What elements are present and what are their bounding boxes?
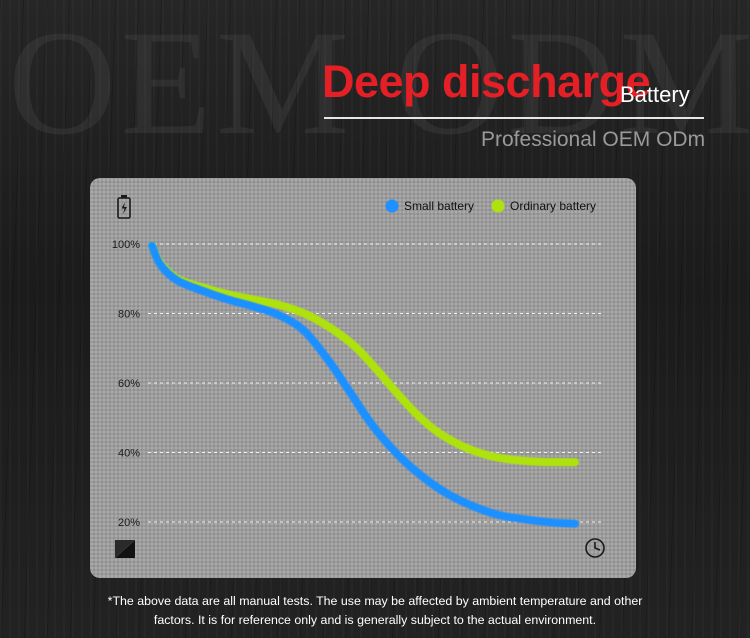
y-tick-label: 20%	[118, 517, 140, 529]
chart-gridlines	[148, 243, 604, 523]
y-axis-ticks: 100% 80% 60% 40% 20%	[112, 239, 140, 529]
disclaimer-line-1: *The above data are all manual tests. Th…	[107, 594, 643, 608]
legend-marker-ordinary-battery	[491, 199, 505, 213]
y-tick-label: 80%	[118, 309, 140, 321]
chart-legend: Small battery Ordinary battery	[385, 199, 596, 213]
battery-icon	[117, 195, 131, 219]
legend-label-small-battery: Small battery	[404, 199, 474, 213]
chart-panel	[90, 178, 636, 578]
disclaimer-line-2: factors. It is for reference only and is…	[153, 613, 597, 627]
clock-icon	[585, 538, 605, 558]
diagonal-square-icon	[115, 540, 135, 558]
oem-odm-watermark: OEM ODM	[8, 0, 750, 166]
page-subtitle: Battery	[620, 82, 690, 107]
disclaimer-note: *The above data are all manual tests. Th…	[0, 592, 750, 630]
y-tick-label: 60%	[118, 378, 140, 390]
title-divider	[324, 117, 704, 119]
y-tick-label: 100%	[112, 239, 140, 251]
y-tick-label: 40%	[118, 448, 140, 460]
series-line-ordinary-battery	[148, 241, 579, 467]
chart-series	[148, 241, 579, 528]
page-title: Deep discharge	[322, 56, 651, 107]
series-line-small-battery	[148, 241, 579, 528]
legend-marker-small-battery	[385, 199, 399, 213]
legend-label-ordinary-battery: Ordinary battery	[510, 199, 596, 213]
tagline: Professional OEM ODm	[481, 128, 706, 151]
